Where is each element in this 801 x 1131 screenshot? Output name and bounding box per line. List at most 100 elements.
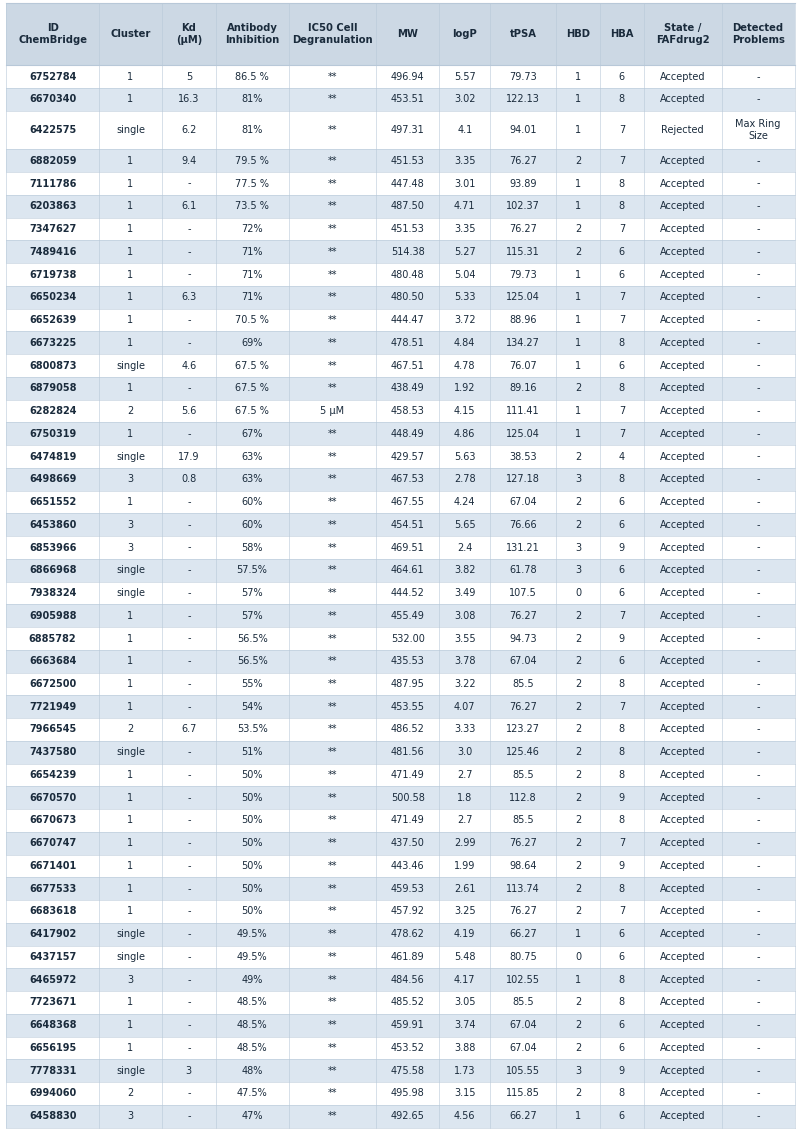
Text: 6853966: 6853966 [29, 543, 76, 553]
Text: -: - [187, 656, 191, 666]
Text: 4.84: 4.84 [454, 338, 476, 347]
Text: 76.27: 76.27 [509, 224, 537, 234]
Text: **: ** [328, 247, 337, 257]
Text: 1: 1 [575, 975, 582, 985]
Text: 113.74: 113.74 [506, 883, 540, 893]
Text: 467.53: 467.53 [391, 474, 425, 484]
Text: 6: 6 [619, 1020, 625, 1030]
Text: 2: 2 [575, 497, 582, 507]
Text: 9: 9 [619, 543, 625, 553]
Text: 50%: 50% [241, 770, 263, 780]
Text: 48.5%: 48.5% [237, 1020, 268, 1030]
Text: 486.52: 486.52 [391, 725, 425, 734]
Text: 123.27: 123.27 [506, 725, 540, 734]
Text: 1: 1 [575, 201, 582, 211]
Text: 1: 1 [575, 179, 582, 189]
Text: **: ** [328, 725, 337, 734]
Text: **: ** [328, 883, 337, 893]
Text: 1: 1 [127, 815, 134, 826]
Text: 67.04: 67.04 [509, 1043, 537, 1053]
Text: **: ** [328, 292, 337, 302]
Text: 3.05: 3.05 [454, 998, 476, 1008]
Text: 2: 2 [575, 451, 582, 461]
Text: 6670747: 6670747 [29, 838, 76, 848]
Text: 6654239: 6654239 [29, 770, 76, 780]
Text: 2: 2 [575, 1020, 582, 1030]
Text: 3.35: 3.35 [454, 156, 476, 166]
Text: 88.96: 88.96 [509, 316, 537, 325]
Text: 94.01: 94.01 [509, 126, 537, 135]
Text: 5.27: 5.27 [454, 247, 476, 257]
Text: 79.73: 79.73 [509, 71, 537, 81]
Text: single: single [116, 1065, 145, 1076]
Text: 60%: 60% [241, 497, 263, 507]
Text: 9: 9 [619, 861, 625, 871]
Text: 6663684: 6663684 [29, 656, 76, 666]
Text: 453.52: 453.52 [391, 1043, 425, 1053]
Text: **: ** [328, 383, 337, 394]
Text: 8: 8 [619, 94, 625, 104]
Text: 3.02: 3.02 [454, 94, 476, 104]
Text: 6.2: 6.2 [181, 126, 196, 135]
Text: 3.08: 3.08 [454, 611, 476, 621]
Text: -: - [756, 656, 760, 666]
Text: -: - [756, 406, 760, 416]
Text: 6652639: 6652639 [29, 316, 76, 325]
Text: 89.16: 89.16 [509, 383, 537, 394]
Text: 492.65: 492.65 [391, 1112, 425, 1121]
Text: **: ** [328, 474, 337, 484]
Bar [6, 832, 795, 855]
Text: 71%: 71% [241, 247, 263, 257]
Text: 7: 7 [618, 224, 625, 234]
Text: -: - [187, 611, 191, 621]
Text: -: - [187, 1088, 191, 1098]
Text: 47%: 47% [241, 1112, 263, 1121]
Bar [6, 559, 795, 581]
Text: 8: 8 [619, 725, 625, 734]
Text: Accepted: Accepted [660, 793, 706, 803]
Text: 6: 6 [619, 269, 625, 279]
Text: Accepted: Accepted [660, 1043, 706, 1053]
Text: 1: 1 [127, 179, 134, 189]
Text: Accepted: Accepted [660, 838, 706, 848]
Text: 1: 1 [127, 1043, 134, 1053]
Text: 5: 5 [186, 71, 192, 81]
Text: 1: 1 [575, 126, 582, 135]
Text: 71%: 71% [241, 292, 263, 302]
Text: 1: 1 [575, 94, 582, 104]
Text: **: ** [328, 338, 337, 347]
Text: -: - [756, 883, 760, 893]
Text: 448.49: 448.49 [391, 429, 425, 439]
Text: 487.50: 487.50 [391, 201, 425, 211]
Text: 6866968: 6866968 [29, 566, 76, 576]
Bar [6, 149, 795, 172]
Text: 478.62: 478.62 [391, 930, 425, 939]
Text: 57%: 57% [241, 588, 263, 598]
Text: 76.27: 76.27 [509, 838, 537, 848]
Text: 437.50: 437.50 [391, 838, 425, 848]
Text: 1: 1 [127, 247, 134, 257]
Text: 3.22: 3.22 [454, 679, 476, 689]
Text: -: - [756, 292, 760, 302]
Text: 6672500: 6672500 [29, 679, 76, 689]
Text: 4.1: 4.1 [457, 126, 473, 135]
Text: 478.51: 478.51 [391, 338, 425, 347]
Text: 7: 7 [618, 701, 625, 711]
Text: 70.5 %: 70.5 % [235, 316, 269, 325]
Text: 2.7: 2.7 [457, 815, 473, 826]
Text: **: ** [328, 1112, 337, 1121]
Text: Antibody
Inhibition: Antibody Inhibition [225, 24, 280, 45]
Text: 51%: 51% [241, 748, 263, 758]
Text: single: single [116, 126, 145, 135]
Bar [6, 650, 795, 673]
Text: 111.41: 111.41 [506, 406, 540, 416]
Text: 461.89: 461.89 [391, 952, 425, 962]
Text: 6: 6 [619, 247, 625, 257]
Text: Accepted: Accepted [660, 543, 706, 553]
Text: 1: 1 [575, 269, 582, 279]
Text: 4: 4 [619, 451, 625, 461]
Text: Accepted: Accepted [660, 633, 706, 644]
Text: 61.78: 61.78 [509, 566, 537, 576]
Text: Accepted: Accepted [660, 247, 706, 257]
Text: 8: 8 [619, 883, 625, 893]
